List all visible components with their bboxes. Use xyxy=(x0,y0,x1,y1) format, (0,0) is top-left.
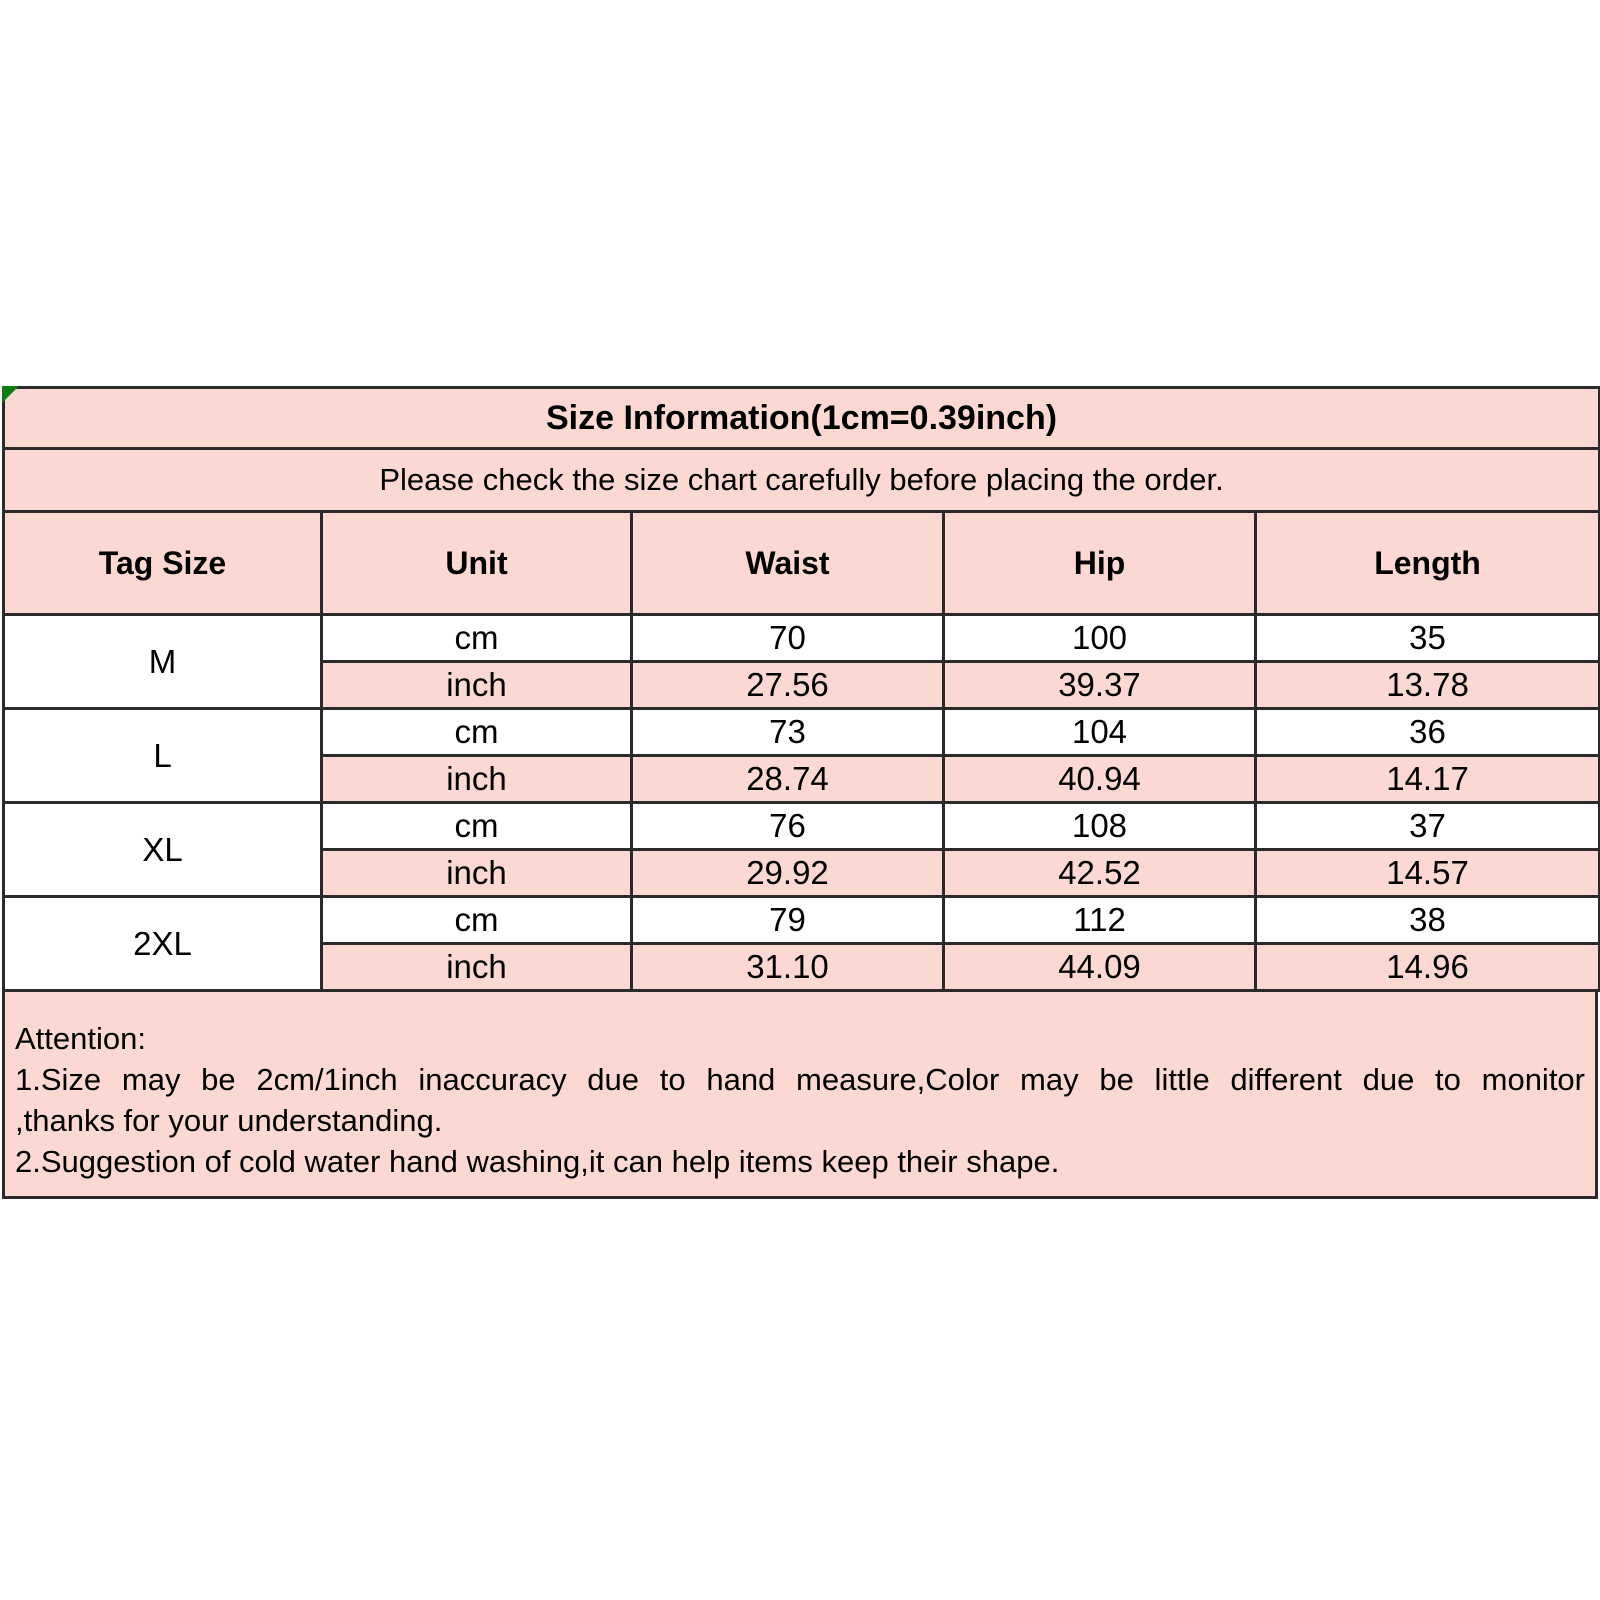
page-title: Size Information(1cm=0.39inch) xyxy=(1,386,1600,450)
cell-length: 14.57 xyxy=(1253,848,1600,898)
cell-length: 37 xyxy=(1253,801,1600,851)
cell-unit: cm xyxy=(320,613,633,663)
cell-length: 36 xyxy=(1253,707,1600,757)
column-header-waist: Waist xyxy=(630,510,945,616)
size-chart-table: Size Information(1cm=0.39inch) Please ch… xyxy=(1,386,1600,992)
cell-length: 35 xyxy=(1253,613,1600,663)
cell-unit: inch xyxy=(320,848,633,898)
table-row-xl-cm: XL cm 76 108 37 xyxy=(2,801,1600,898)
cell-waist: 29.92 xyxy=(630,848,945,898)
size-chart-sheet: Size Information(1cm=0.39inch) Please ch… xyxy=(1,386,1600,1199)
cell-length: 14.17 xyxy=(1253,754,1600,804)
corner-triangle-icon xyxy=(2,386,19,403)
table-row-xl-inch: inch 29.92 42.52 14.57 xyxy=(4,848,1600,898)
cell-unit: inch xyxy=(320,660,633,710)
attention-heading: Attention: xyxy=(15,1021,146,1056)
cell-tag-size: XL xyxy=(2,801,323,898)
cell-waist: 73 xyxy=(630,707,945,757)
attention-line-1: 1.Size may be 2cm/1inch inaccuracy due t… xyxy=(15,1062,1585,1097)
column-header-hip: Hip xyxy=(942,510,1257,616)
cell-unit: cm xyxy=(320,801,633,851)
cell-hip: 39.37 xyxy=(942,660,1257,710)
cell-unit: cm xyxy=(320,895,633,945)
cell-hip: 112 xyxy=(942,895,1257,945)
cell-hip: 42.52 xyxy=(942,848,1257,898)
cell-hip: 40.94 xyxy=(942,754,1257,804)
attention-line-3: 2.Suggestion of cold water hand washing,… xyxy=(15,1144,1060,1179)
cell-unit: inch xyxy=(320,942,633,992)
cell-tag-size: M xyxy=(2,613,323,710)
column-header-unit: Unit xyxy=(320,510,633,616)
title-row: Size Information(1cm=0.39inch) xyxy=(1,386,1600,450)
table-row-m-inch: inch 27.56 39.37 13.78 xyxy=(4,660,1600,710)
cell-unit: inch xyxy=(320,754,633,804)
page-subtitle: Please check the size chart carefully be… xyxy=(1,447,1600,513)
cell-length: 13.78 xyxy=(1253,660,1600,710)
table-row-2xl-cm: 2XL cm 79 112 38 xyxy=(2,895,1600,992)
cell-tag-size: 2XL xyxy=(2,895,323,992)
cell-waist: 27.56 xyxy=(630,660,945,710)
table-header-row: Tag Size Unit Waist Hip Length xyxy=(2,510,1600,616)
cell-unit: cm xyxy=(320,707,633,757)
table-row-m-cm: M cm 70 100 35 xyxy=(2,613,1600,710)
table-row-l-cm: L cm 73 104 36 xyxy=(2,707,1600,804)
cell-length: 38 xyxy=(1253,895,1600,945)
cell-hip: 44.09 xyxy=(942,942,1257,992)
cell-length: 14.96 xyxy=(1253,942,1600,992)
cell-hip: 104 xyxy=(942,707,1257,757)
subtitle-row: Please check the size chart carefully be… xyxy=(1,447,1600,513)
table-row-l-inch: inch 28.74 40.94 14.17 xyxy=(4,754,1600,804)
cell-waist: 76 xyxy=(630,801,945,851)
cell-hip: 108 xyxy=(942,801,1257,851)
cell-waist: 70 xyxy=(630,613,945,663)
cell-waist: 79 xyxy=(630,895,945,945)
cell-hip: 100 xyxy=(942,613,1257,663)
attention-line-2: ,thanks for your understanding. xyxy=(15,1103,443,1138)
attention-note: Attention: 1.Size may be 2cm/1inch inacc… xyxy=(2,992,1598,1199)
column-header-tag-size: Tag Size xyxy=(2,510,323,616)
cell-tag-size: L xyxy=(2,707,323,804)
table-row-2xl-inch: inch 31.10 44.09 14.96 xyxy=(4,942,1600,992)
column-header-length: Length xyxy=(1253,510,1600,616)
cell-waist: 28.74 xyxy=(630,754,945,804)
cell-waist: 31.10 xyxy=(630,942,945,992)
